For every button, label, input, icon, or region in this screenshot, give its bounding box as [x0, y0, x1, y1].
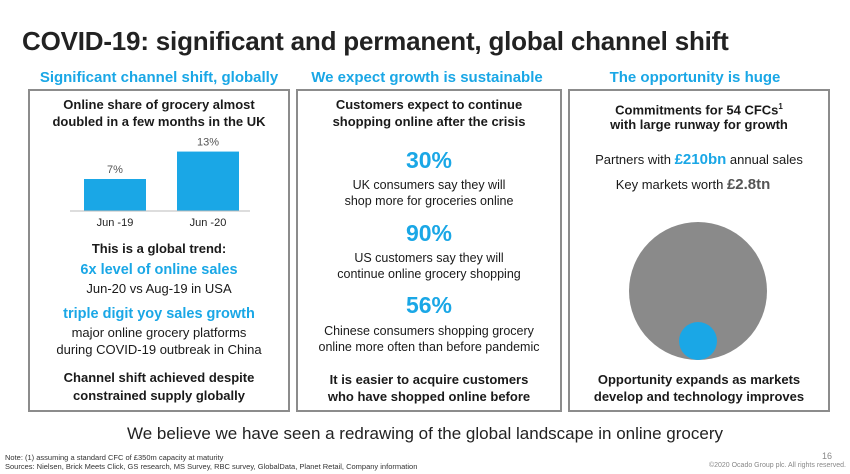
panel-growth-sustainable: Customers expect to continue shopping on… — [296, 89, 562, 412]
opportunity-circles — [629, 222, 767, 360]
partners-line: Partners with £210bn annual sales — [570, 151, 828, 168]
sources-note: Sources: Nielsen, Brick Meets Click, GS … — [5, 462, 418, 471]
china-stat-value: 56% — [405, 292, 453, 318]
panel2-title-line2: shopping online after the crisis — [332, 114, 526, 129]
bar-jun-19 — [84, 179, 146, 211]
panel3-title-line2: with large runway for growth — [610, 117, 788, 132]
panel3-footer-line2: develop and technology improves — [593, 389, 805, 404]
panel1-title-line2: doubled in a few months in the UK — [52, 114, 266, 129]
us-stat-value: 90% — [405, 220, 453, 246]
total-market-circle — [629, 222, 767, 360]
partners-suffix: annual sales — [726, 152, 803, 167]
panel3-title-text: Commitments for 54 CFCs — [615, 102, 779, 118]
footnote: Note: (1) assuming a standard CFC of £35… — [5, 453, 224, 462]
uk-stat-line1: UK consumers say they will — [352, 178, 506, 192]
partners-prefix: Partners with — [595, 152, 675, 167]
markets-value: £2.8tn — [726, 176, 771, 193]
slide-title: COVID-19: significant and permanent, glo… — [22, 26, 729, 56]
markets-prefix: Key markets worth — [615, 177, 727, 192]
uk-stat-line2: shop more for groceries online — [344, 194, 514, 208]
us-stat-line2: continue online grocery shopping — [337, 267, 521, 281]
panel3-footer-line1: Opportunity expands as markets — [597, 372, 801, 387]
bar-data-label: 7% — [107, 164, 123, 176]
page-number: 16 — [821, 451, 832, 461]
panel2-footer-line2: who have shopped online before — [327, 389, 531, 404]
markets-line: Key markets worth £2.8tn — [570, 176, 828, 193]
panel1-footer-line2: constrained supply globally — [73, 388, 245, 403]
us-stat-line1: US customers say they will — [354, 251, 504, 265]
slide-tagline: We believe we have seen a redrawing of t… — [126, 424, 723, 443]
footnote-marker: 1 — [778, 102, 783, 111]
col3-heading: The opportunity is huge — [609, 69, 781, 86]
current-share-circle — [679, 322, 717, 360]
panel3-title-line1: Commitments for 54 CFCs1 — [570, 98, 828, 118]
stat1-headline: 6x level of online sales — [80, 262, 238, 278]
uk-stat-value: 30% — [405, 147, 453, 173]
stat2-subtext-line2: during COVID-19 outbreak in China — [56, 342, 262, 357]
copyright: ©2020 Ocado Group plc. All rights reserv… — [708, 462, 846, 469]
x-tick-label: Jun -20 — [190, 217, 227, 229]
global-trend-label: This is a global trend: — [91, 241, 227, 256]
bar-jun-20 — [177, 151, 239, 211]
panel-channel-shift: Online share of grocery almost doubled i… — [28, 89, 290, 412]
partners-value: £210bn — [674, 151, 727, 168]
stat1-subtext: Jun-20 vs Aug-19 in USA — [86, 281, 232, 296]
stat2-subtext-line1: major online grocery platforms — [71, 325, 247, 340]
x-tick-label: Jun -19 — [97, 217, 134, 229]
col1-heading: Significant channel shift, globally — [39, 69, 279, 86]
panel2-footer-line1: It is easier to acquire customers — [329, 372, 529, 387]
china-stat-line2: online more often than before pandemic — [318, 340, 540, 354]
online-share-bar-chart: 7% Jun -19 13% Jun -20 — [70, 137, 250, 229]
panel-opportunity: Commitments for 54 CFCs1 with large runw… — [568, 89, 830, 412]
col2-heading: We expect growth is sustainable — [311, 69, 543, 86]
panel2-title-line1: Customers expect to continue — [335, 97, 523, 112]
panel1-title-line1: Online share of grocery almost — [63, 97, 255, 112]
china-stat-line1: Chinese consumers shopping grocery — [324, 324, 534, 338]
bar-data-label: 13% — [197, 137, 219, 149]
stat2-headline: triple digit yoy sales growth — [63, 306, 255, 322]
panel1-footer-line1: Channel shift achieved despite — [63, 370, 255, 385]
